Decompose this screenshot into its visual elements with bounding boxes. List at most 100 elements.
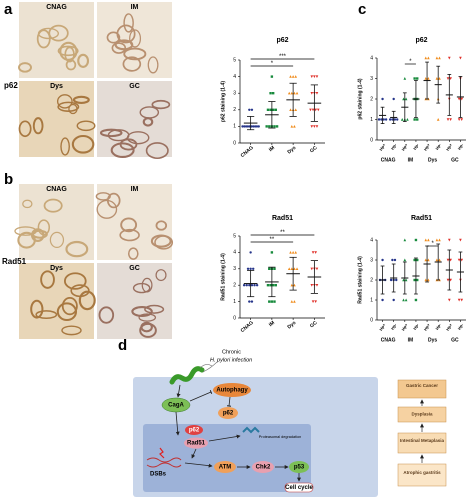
break [159, 447, 165, 459]
point [435, 238, 439, 242]
point [289, 75, 292, 78]
group-label: Dys [428, 337, 437, 343]
point [243, 125, 246, 128]
point [457, 97, 461, 101]
row-label: p62 [4, 81, 18, 90]
chart-title: Rad51 [411, 215, 432, 222]
point [404, 298, 408, 302]
point [424, 278, 428, 282]
point [446, 118, 450, 121]
node-label: Chk2 [256, 465, 271, 471]
node-label: ATM [219, 465, 232, 471]
point [446, 258, 450, 262]
point [271, 108, 275, 111]
gland [106, 31, 121, 44]
point [310, 284, 314, 287]
gland [155, 220, 168, 231]
point [314, 300, 317, 304]
y-tick-label: 4 [233, 250, 236, 256]
gland [71, 134, 95, 154]
point [384, 118, 388, 121]
point [403, 238, 407, 242]
point [438, 77, 441, 80]
arrow [176, 384, 181, 398]
point [241, 125, 244, 128]
point [252, 267, 255, 270]
point [392, 298, 395, 302]
x-tick-label: Hp- [390, 322, 398, 331]
point [293, 124, 296, 128]
point [310, 125, 314, 128]
point [269, 92, 272, 95]
gland [64, 46, 75, 63]
node [213, 383, 251, 397]
micrograph [97, 81, 172, 157]
gland [18, 62, 32, 73]
gland [154, 235, 174, 250]
inhibit-arrow [189, 389, 213, 402]
point [294, 250, 298, 254]
point [460, 298, 464, 302]
point [460, 97, 464, 101]
point [269, 284, 272, 287]
y-tick-label: 0 [370, 137, 373, 143]
point [293, 300, 296, 303]
group-label: Dys [428, 157, 437, 163]
image-label: CNAG [46, 4, 67, 11]
y-tick-label: 3 [233, 266, 236, 272]
gland [76, 120, 96, 132]
point [460, 258, 464, 262]
point [457, 118, 461, 121]
gland [43, 198, 63, 213]
x-tick-label: Hp+ [378, 322, 386, 332]
point [447, 56, 451, 60]
group-label: GC [451, 337, 459, 343]
group-label: IM [408, 157, 414, 163]
x-tick-label: GC [309, 320, 319, 330]
point [404, 97, 408, 101]
gland [70, 284, 90, 298]
point [294, 75, 298, 78]
point [290, 283, 294, 287]
x-tick-label: IM [268, 145, 276, 153]
point [381, 97, 384, 101]
infection-label: H. pylori infection [210, 357, 252, 363]
node-label: DSBs [150, 472, 167, 478]
x-tick-label: Hp- [390, 142, 398, 151]
sig-label: ** [270, 237, 275, 243]
point [249, 267, 252, 270]
point [446, 278, 450, 282]
gland [122, 56, 142, 72]
gland [56, 94, 73, 109]
gland [65, 240, 89, 258]
point [271, 284, 275, 287]
x-tick-label: Hp+ [423, 322, 431, 332]
point [449, 258, 452, 262]
gland [99, 128, 123, 138]
gland [77, 53, 90, 68]
node-label: p53 [294, 465, 305, 471]
point [274, 108, 277, 111]
chart-title: p62 [276, 37, 288, 44]
point [395, 278, 398, 282]
group-label: GC [451, 157, 459, 163]
y-tick-label: 1 [370, 117, 373, 123]
point [388, 118, 392, 121]
gland [57, 45, 79, 57]
x-tick-label: Hp- [457, 142, 465, 151]
point [459, 56, 462, 60]
y-tick-label: 3 [370, 257, 373, 263]
bacterium [169, 366, 205, 385]
point [382, 118, 385, 121]
y-tick-label: 2 [233, 283, 236, 289]
y-tick-label: 1 [233, 299, 236, 305]
arrow [184, 462, 213, 468]
point [315, 125, 319, 128]
node-label: Cell cycle [285, 485, 313, 491]
stage-box [397, 463, 447, 487]
gland [18, 120, 32, 138]
sig-label: * [409, 59, 412, 65]
gland [119, 228, 140, 242]
gland [96, 199, 118, 219]
gland [30, 228, 45, 242]
